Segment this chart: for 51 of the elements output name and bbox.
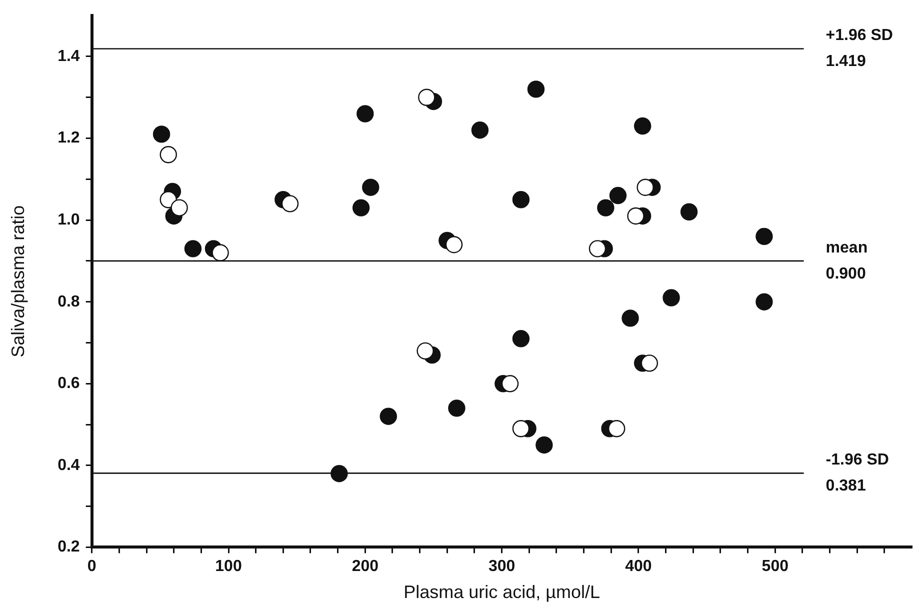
point	[512, 330, 530, 348]
point	[471, 122, 489, 139]
point	[634, 117, 652, 135]
point	[448, 400, 466, 417]
point	[170, 199, 188, 216]
point	[512, 191, 530, 208]
point	[445, 236, 463, 254]
x-tick-label: 100	[215, 558, 242, 576]
point	[527, 80, 545, 98]
y-tick-label: 1.0	[58, 211, 80, 228]
x-axis-title: Plasma uric acid, µmol/L	[404, 582, 600, 602]
point	[380, 408, 397, 425]
point	[756, 228, 773, 246]
point	[416, 342, 434, 360]
point	[512, 420, 530, 438]
point	[501, 375, 519, 392]
point	[662, 289, 680, 306]
y-axis-title: Saliva/plasma ratio	[8, 205, 28, 358]
point	[640, 354, 658, 372]
y-tick-label: 1.4	[58, 48, 80, 65]
x-tick-label: 300	[488, 558, 516, 576]
point	[184, 240, 202, 258]
point	[212, 244, 229, 262]
point	[680, 203, 698, 220]
x-tick-label: 200	[352, 558, 379, 576]
y-tick-label: 1.2	[58, 130, 80, 147]
point	[281, 195, 299, 212]
point	[536, 436, 553, 454]
point	[418, 88, 436, 106]
ref-line-label: mean 0.900	[826, 239, 868, 282]
point	[152, 126, 170, 143]
y-tick-label: 0.4	[58, 456, 80, 474]
x-tick-label: 400	[625, 558, 652, 576]
point	[609, 186, 627, 204]
point	[636, 178, 654, 196]
x-tick-label: 500	[762, 558, 789, 576]
point	[622, 310, 639, 327]
point	[362, 178, 380, 196]
x-tick-label: 0	[87, 558, 96, 576]
point	[588, 240, 606, 258]
ref-line-label: -1.96 SD 0.381	[826, 452, 889, 495]
y-tick-label: 0.8	[58, 293, 80, 310]
y-tick-label: 0.2	[58, 538, 80, 556]
y-tick-label: 0.6	[58, 375, 80, 392]
ref-line-label: +1.96 SD 1.419	[826, 27, 893, 70]
point	[608, 420, 626, 438]
point	[356, 105, 374, 122]
point	[597, 199, 614, 216]
point	[627, 207, 644, 225]
point	[352, 199, 370, 216]
point	[756, 293, 773, 310]
